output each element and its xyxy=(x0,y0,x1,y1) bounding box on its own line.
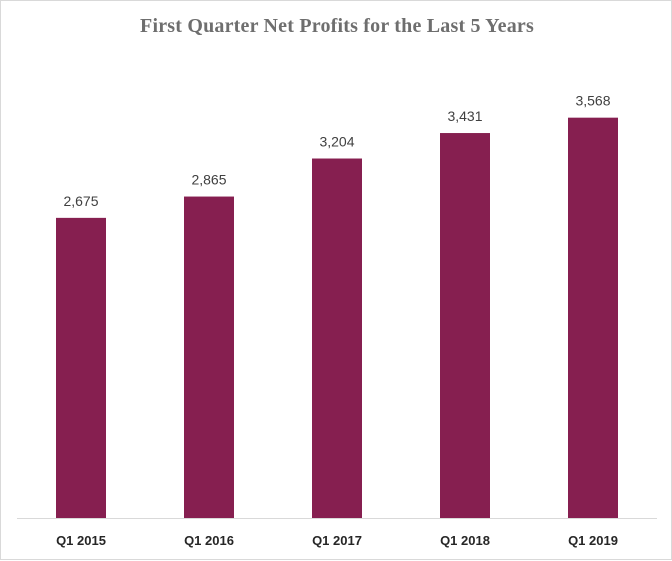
x-tick-label: Q1 2017 xyxy=(312,533,362,548)
data-label: 3,568 xyxy=(575,93,610,109)
x-tick-label: Q1 2015 xyxy=(56,533,106,548)
bars-group xyxy=(56,117,618,519)
x-tick-labels-group: Q1 2015 Q1 2016 Q1 2017 Q1 2018 Q1 2019 xyxy=(56,533,618,548)
bar-q1-2019 xyxy=(568,117,618,518)
bar-q1-2017 xyxy=(312,158,362,518)
bar-q1-2015 xyxy=(56,217,106,519)
bar-q1-2018 xyxy=(440,133,490,518)
x-tick-label: Q1 2016 xyxy=(184,533,234,548)
data-label: 2,865 xyxy=(191,172,226,188)
data-label: 3,431 xyxy=(447,108,482,124)
value-labels-group: 2,675 2,865 3,204 3,431 3,568 xyxy=(63,93,610,209)
chart-title: First Quarter Net Profits for the Last 5… xyxy=(140,15,534,37)
x-tick-label: Q1 2018 xyxy=(440,533,490,548)
x-tick-label: Q1 2019 xyxy=(568,533,618,548)
data-label: 3,204 xyxy=(319,134,354,150)
data-label: 2,675 xyxy=(63,193,98,209)
bar-q1-2016 xyxy=(184,196,234,518)
